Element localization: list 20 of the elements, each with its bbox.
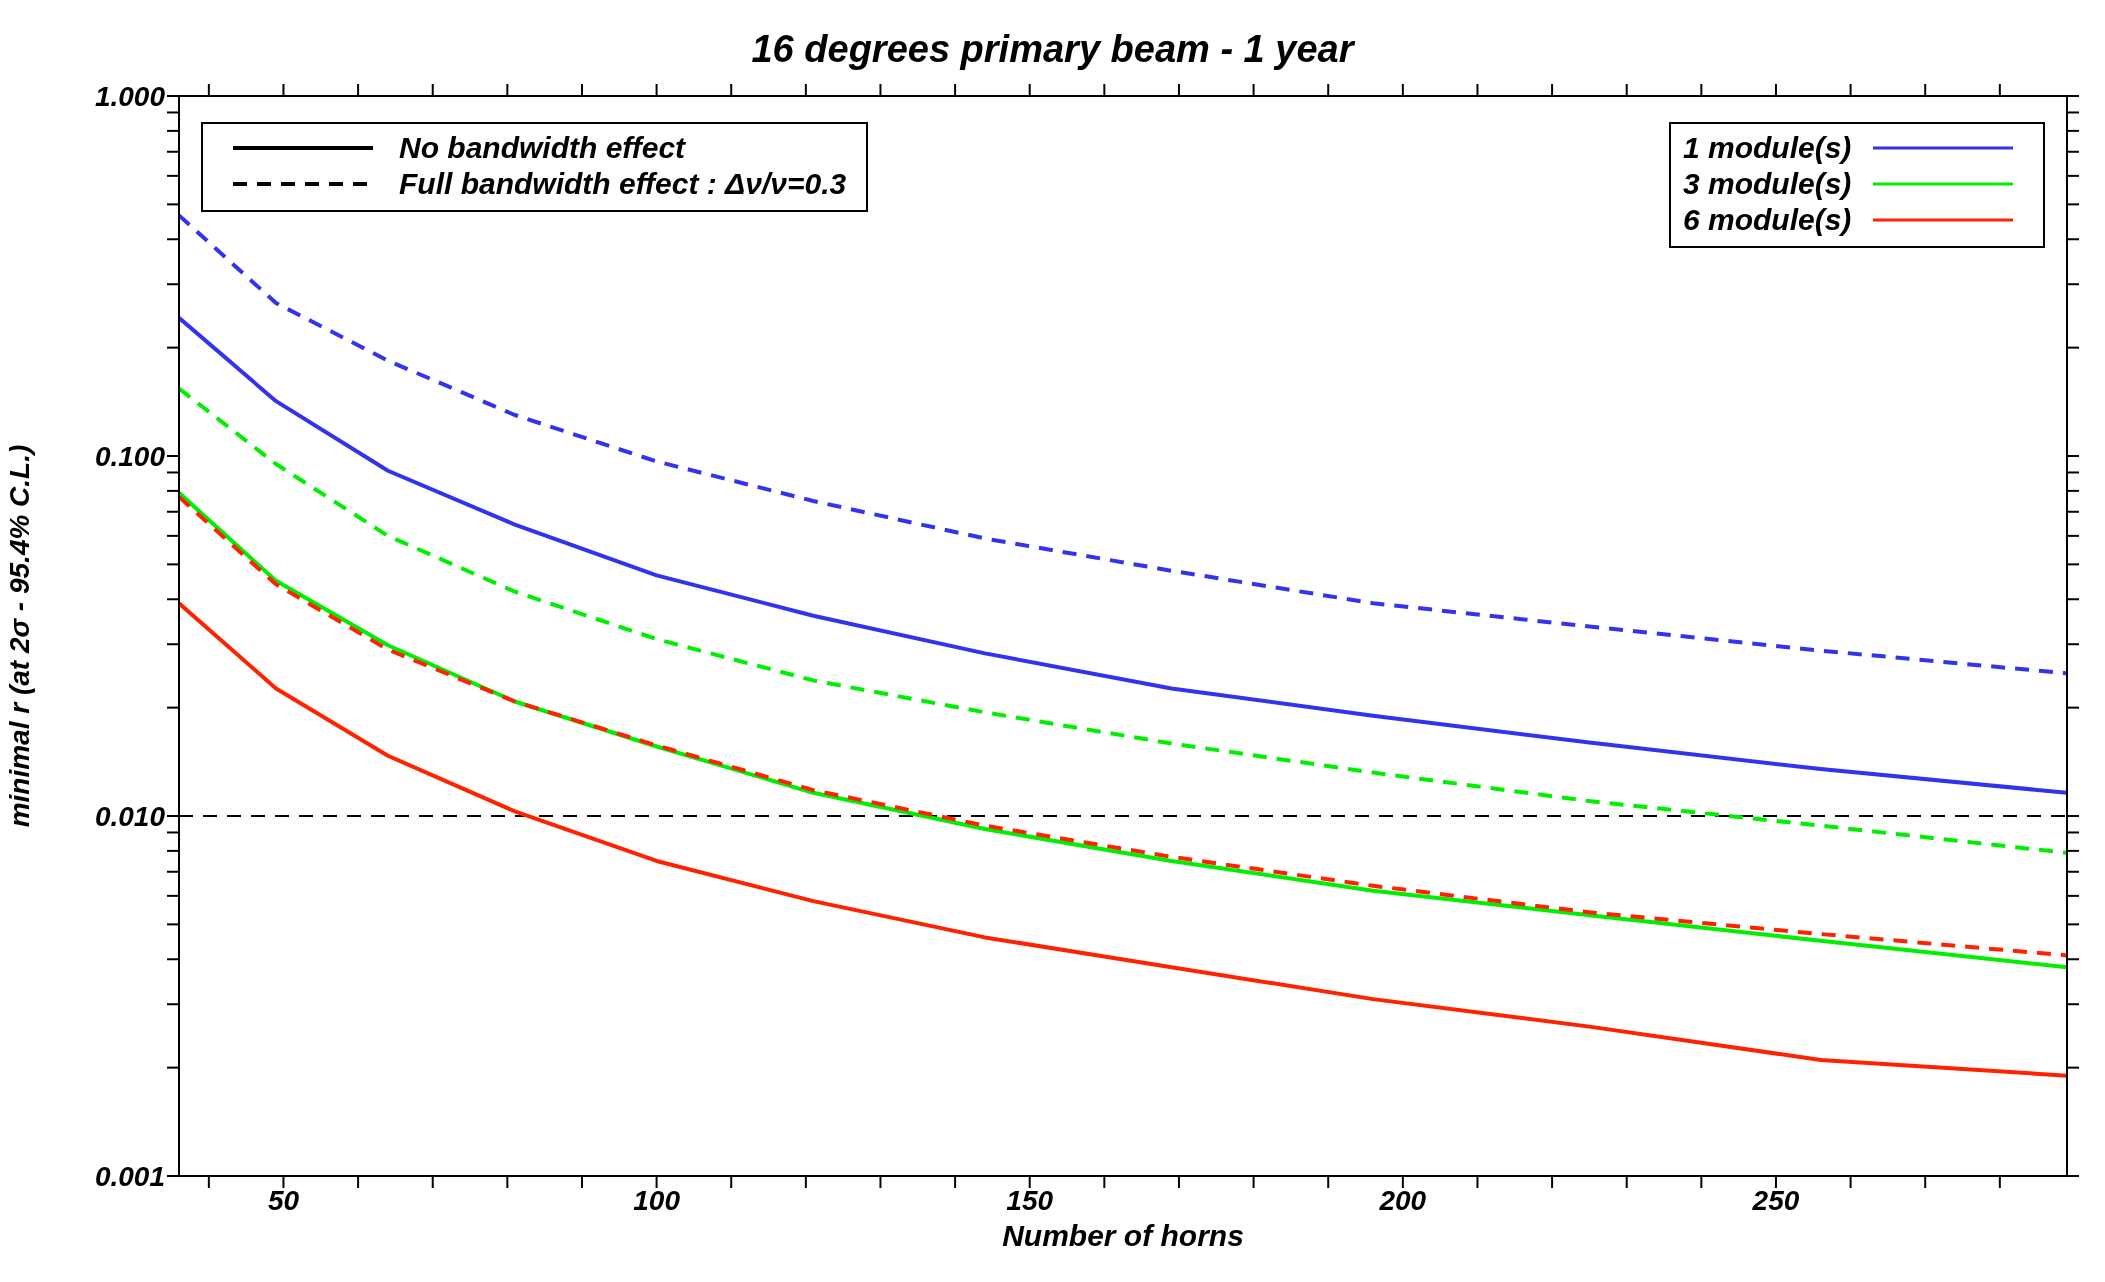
legend-label: 1 module(s): [1683, 131, 1853, 165]
y-axis-title: minimal r (at 2σ - 95.4% C.L.): [3, 444, 35, 828]
y-tick-label: 0.010: [94, 800, 166, 832]
line-series: [179, 386, 2067, 855]
x-tick-label: 200: [1378, 1184, 1427, 1216]
y-tick-label: 0.100: [94, 440, 166, 472]
x-tick-label: 50: [267, 1184, 300, 1216]
annotation: Full bandwidth effect : Δν/ν=0.3: [399, 167, 847, 201]
legend-label: 6 module(s): [1683, 203, 1853, 237]
line-series: [179, 601, 2067, 1078]
x-tick-label: 250: [1751, 1184, 1800, 1216]
x-tick-label: 100: [633, 1184, 681, 1216]
x-axis-title: Number of horns: [1002, 1219, 1244, 1252]
line-series: [179, 315, 2067, 795]
annotation: No bandwidth effect: [399, 131, 686, 165]
y-tick-label: 1.000: [94, 80, 166, 112]
legend-label: 3 module(s): [1683, 167, 1853, 201]
chart-title: 16 degrees primary beam - 1 year: [750, 28, 1357, 71]
x-tick-label: 150: [1006, 1184, 1054, 1216]
y-tick-label: 0.001: [94, 1160, 165, 1192]
